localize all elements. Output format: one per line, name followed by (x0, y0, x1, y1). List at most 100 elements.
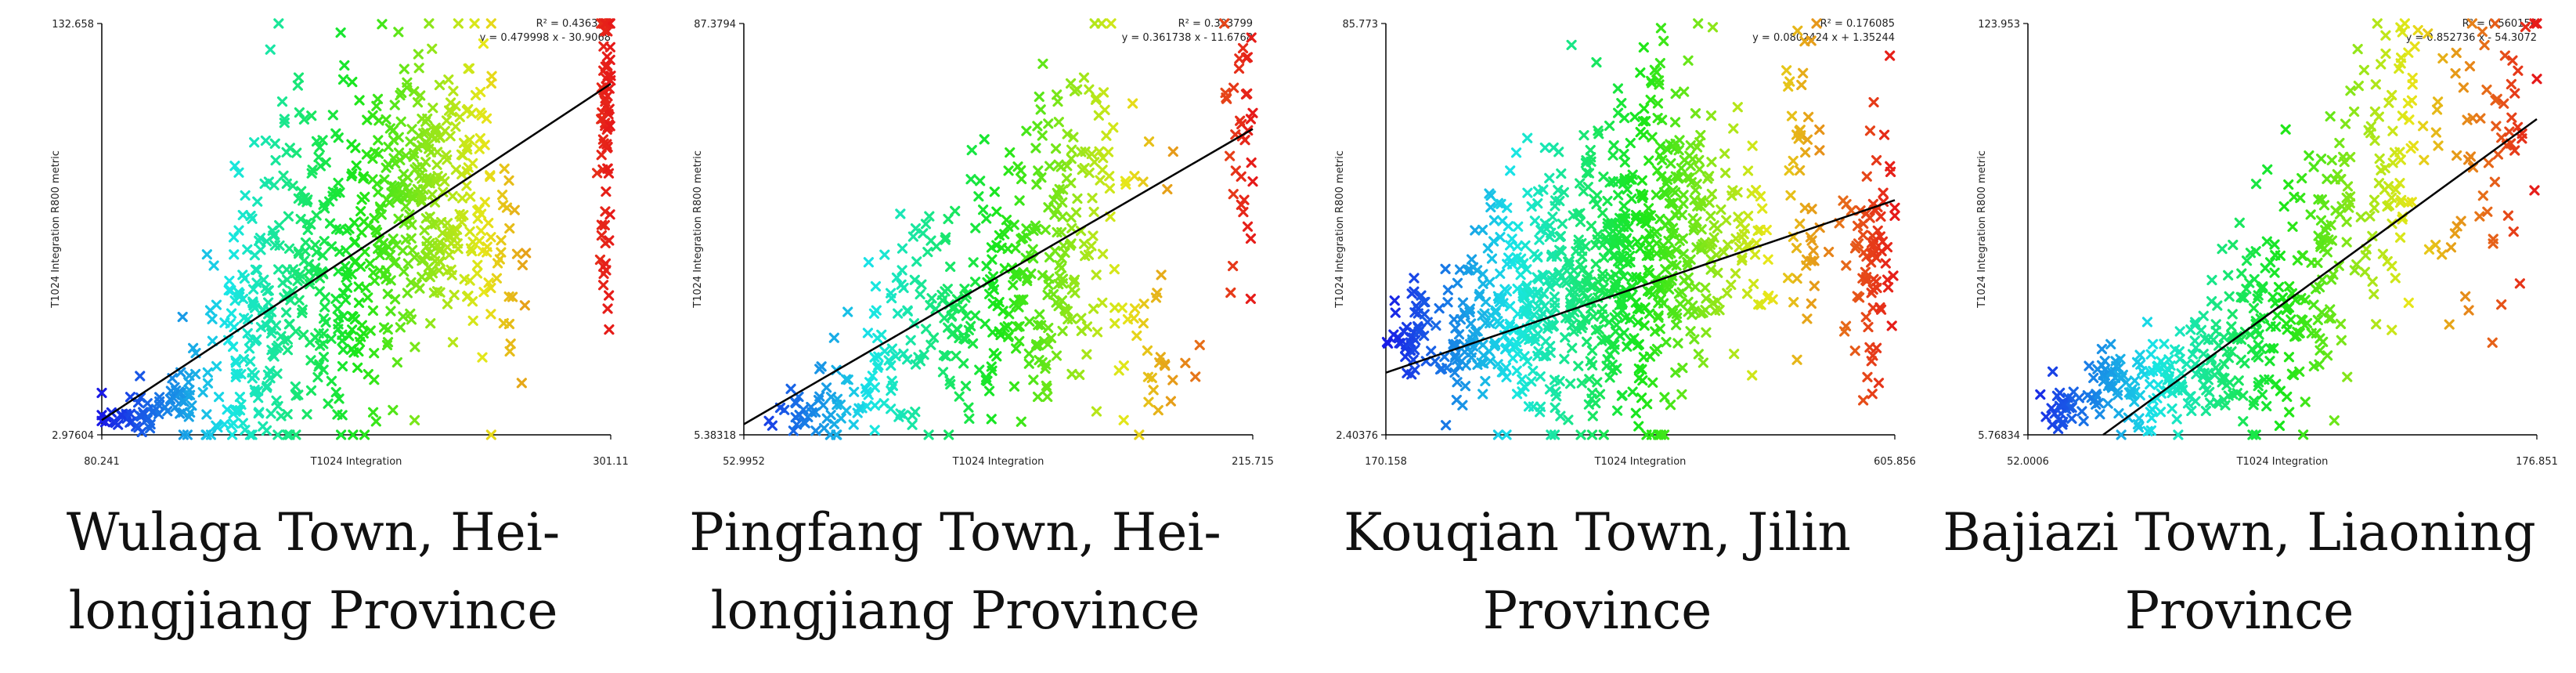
data-point (1653, 298, 1664, 309)
data-point (1694, 154, 1705, 166)
data-point (2102, 398, 2113, 409)
data-point (1076, 147, 1087, 157)
data-point (2341, 237, 2352, 248)
data-point (1034, 91, 1044, 103)
data-point (492, 258, 503, 269)
data-point (2334, 208, 2346, 220)
data-point (1757, 203, 1768, 214)
data-point (2241, 284, 2252, 295)
data-point (1696, 224, 1707, 235)
data-point (496, 190, 508, 201)
data-point (1049, 209, 1060, 220)
data-point (1227, 260, 1239, 272)
data-point (1400, 351, 1411, 363)
data-point (1808, 245, 1819, 256)
data-point (2152, 379, 2164, 390)
data-point (2479, 39, 2490, 51)
data-point (1606, 217, 1617, 228)
data-point (2373, 111, 2384, 122)
data-point (1480, 317, 1491, 328)
data-point (2382, 255, 2393, 267)
data-point (1622, 184, 1633, 195)
data-point (1638, 129, 1649, 140)
data-point (1604, 120, 1615, 132)
data-point (2312, 314, 2323, 326)
data-point (2333, 260, 2344, 271)
data-point (1027, 244, 1038, 255)
data-point (1633, 317, 1643, 327)
data-point (348, 347, 359, 358)
data-point (282, 334, 294, 345)
data-point (1088, 303, 1099, 314)
data-point (1665, 157, 1676, 169)
data-point (1566, 39, 1577, 51)
data-point (1143, 136, 1155, 147)
data-point (1619, 157, 1630, 168)
data-point (1839, 326, 1850, 337)
data-point (2430, 239, 2441, 251)
data-point (1098, 87, 1109, 98)
regression-line (2102, 118, 2538, 436)
data-point (1661, 337, 1672, 348)
data-point (1146, 372, 1157, 383)
data-point (1456, 356, 1467, 367)
data-point (1088, 230, 1099, 241)
data-point (2105, 338, 2116, 349)
data-point (2320, 225, 2331, 236)
data-point (1240, 89, 1252, 100)
data-point (891, 272, 903, 284)
data-point (2335, 318, 2347, 330)
points-group (1381, 18, 1900, 440)
data-point (1755, 191, 1766, 202)
data-point (2369, 202, 2380, 213)
data-point (1559, 353, 1570, 364)
data-point (521, 248, 532, 259)
data-point (937, 367, 949, 378)
data-point (1010, 243, 1021, 254)
data-point (876, 329, 887, 340)
data-point (2509, 88, 2520, 99)
data-point (2371, 319, 2382, 330)
data-point (2370, 79, 2381, 90)
data-point (1619, 113, 1630, 124)
data-point (207, 313, 218, 324)
data-point (374, 201, 386, 212)
data-point (2283, 352, 2295, 363)
data-point (788, 425, 799, 436)
data-point (453, 18, 464, 29)
data-point (2198, 310, 2209, 321)
data-point (1524, 299, 1535, 309)
data-point (1688, 225, 1699, 236)
data-point (1791, 273, 1802, 284)
caption-line-2: Province (1482, 581, 1712, 641)
data-point (2326, 154, 2337, 166)
data-point (1522, 356, 1533, 367)
data-point (898, 348, 909, 360)
data-point (1654, 79, 1665, 90)
data-point (2282, 324, 2293, 335)
data-point (337, 74, 349, 85)
data-point (478, 38, 489, 49)
data-point (1608, 140, 1619, 151)
data-point (861, 400, 872, 412)
data-point (229, 249, 240, 260)
data-point (2390, 184, 2401, 195)
data-point (1851, 241, 1862, 251)
data-point (1701, 327, 1712, 338)
data-point (2198, 349, 2209, 360)
data-point (1167, 146, 1178, 157)
data-point (1683, 260, 1694, 271)
data-point (2520, 21, 2531, 32)
data-point (1639, 320, 1650, 331)
data-point (340, 261, 351, 272)
data-point (1008, 280, 1019, 291)
data-point (1063, 313, 1073, 325)
data-point (1687, 300, 1698, 311)
data-point (1041, 380, 1052, 391)
data-point (346, 171, 357, 182)
data-point (317, 135, 328, 146)
data-point (2238, 416, 2249, 427)
data-point (1685, 140, 1696, 151)
data-point (1625, 138, 1636, 149)
data-point (1426, 346, 1437, 356)
